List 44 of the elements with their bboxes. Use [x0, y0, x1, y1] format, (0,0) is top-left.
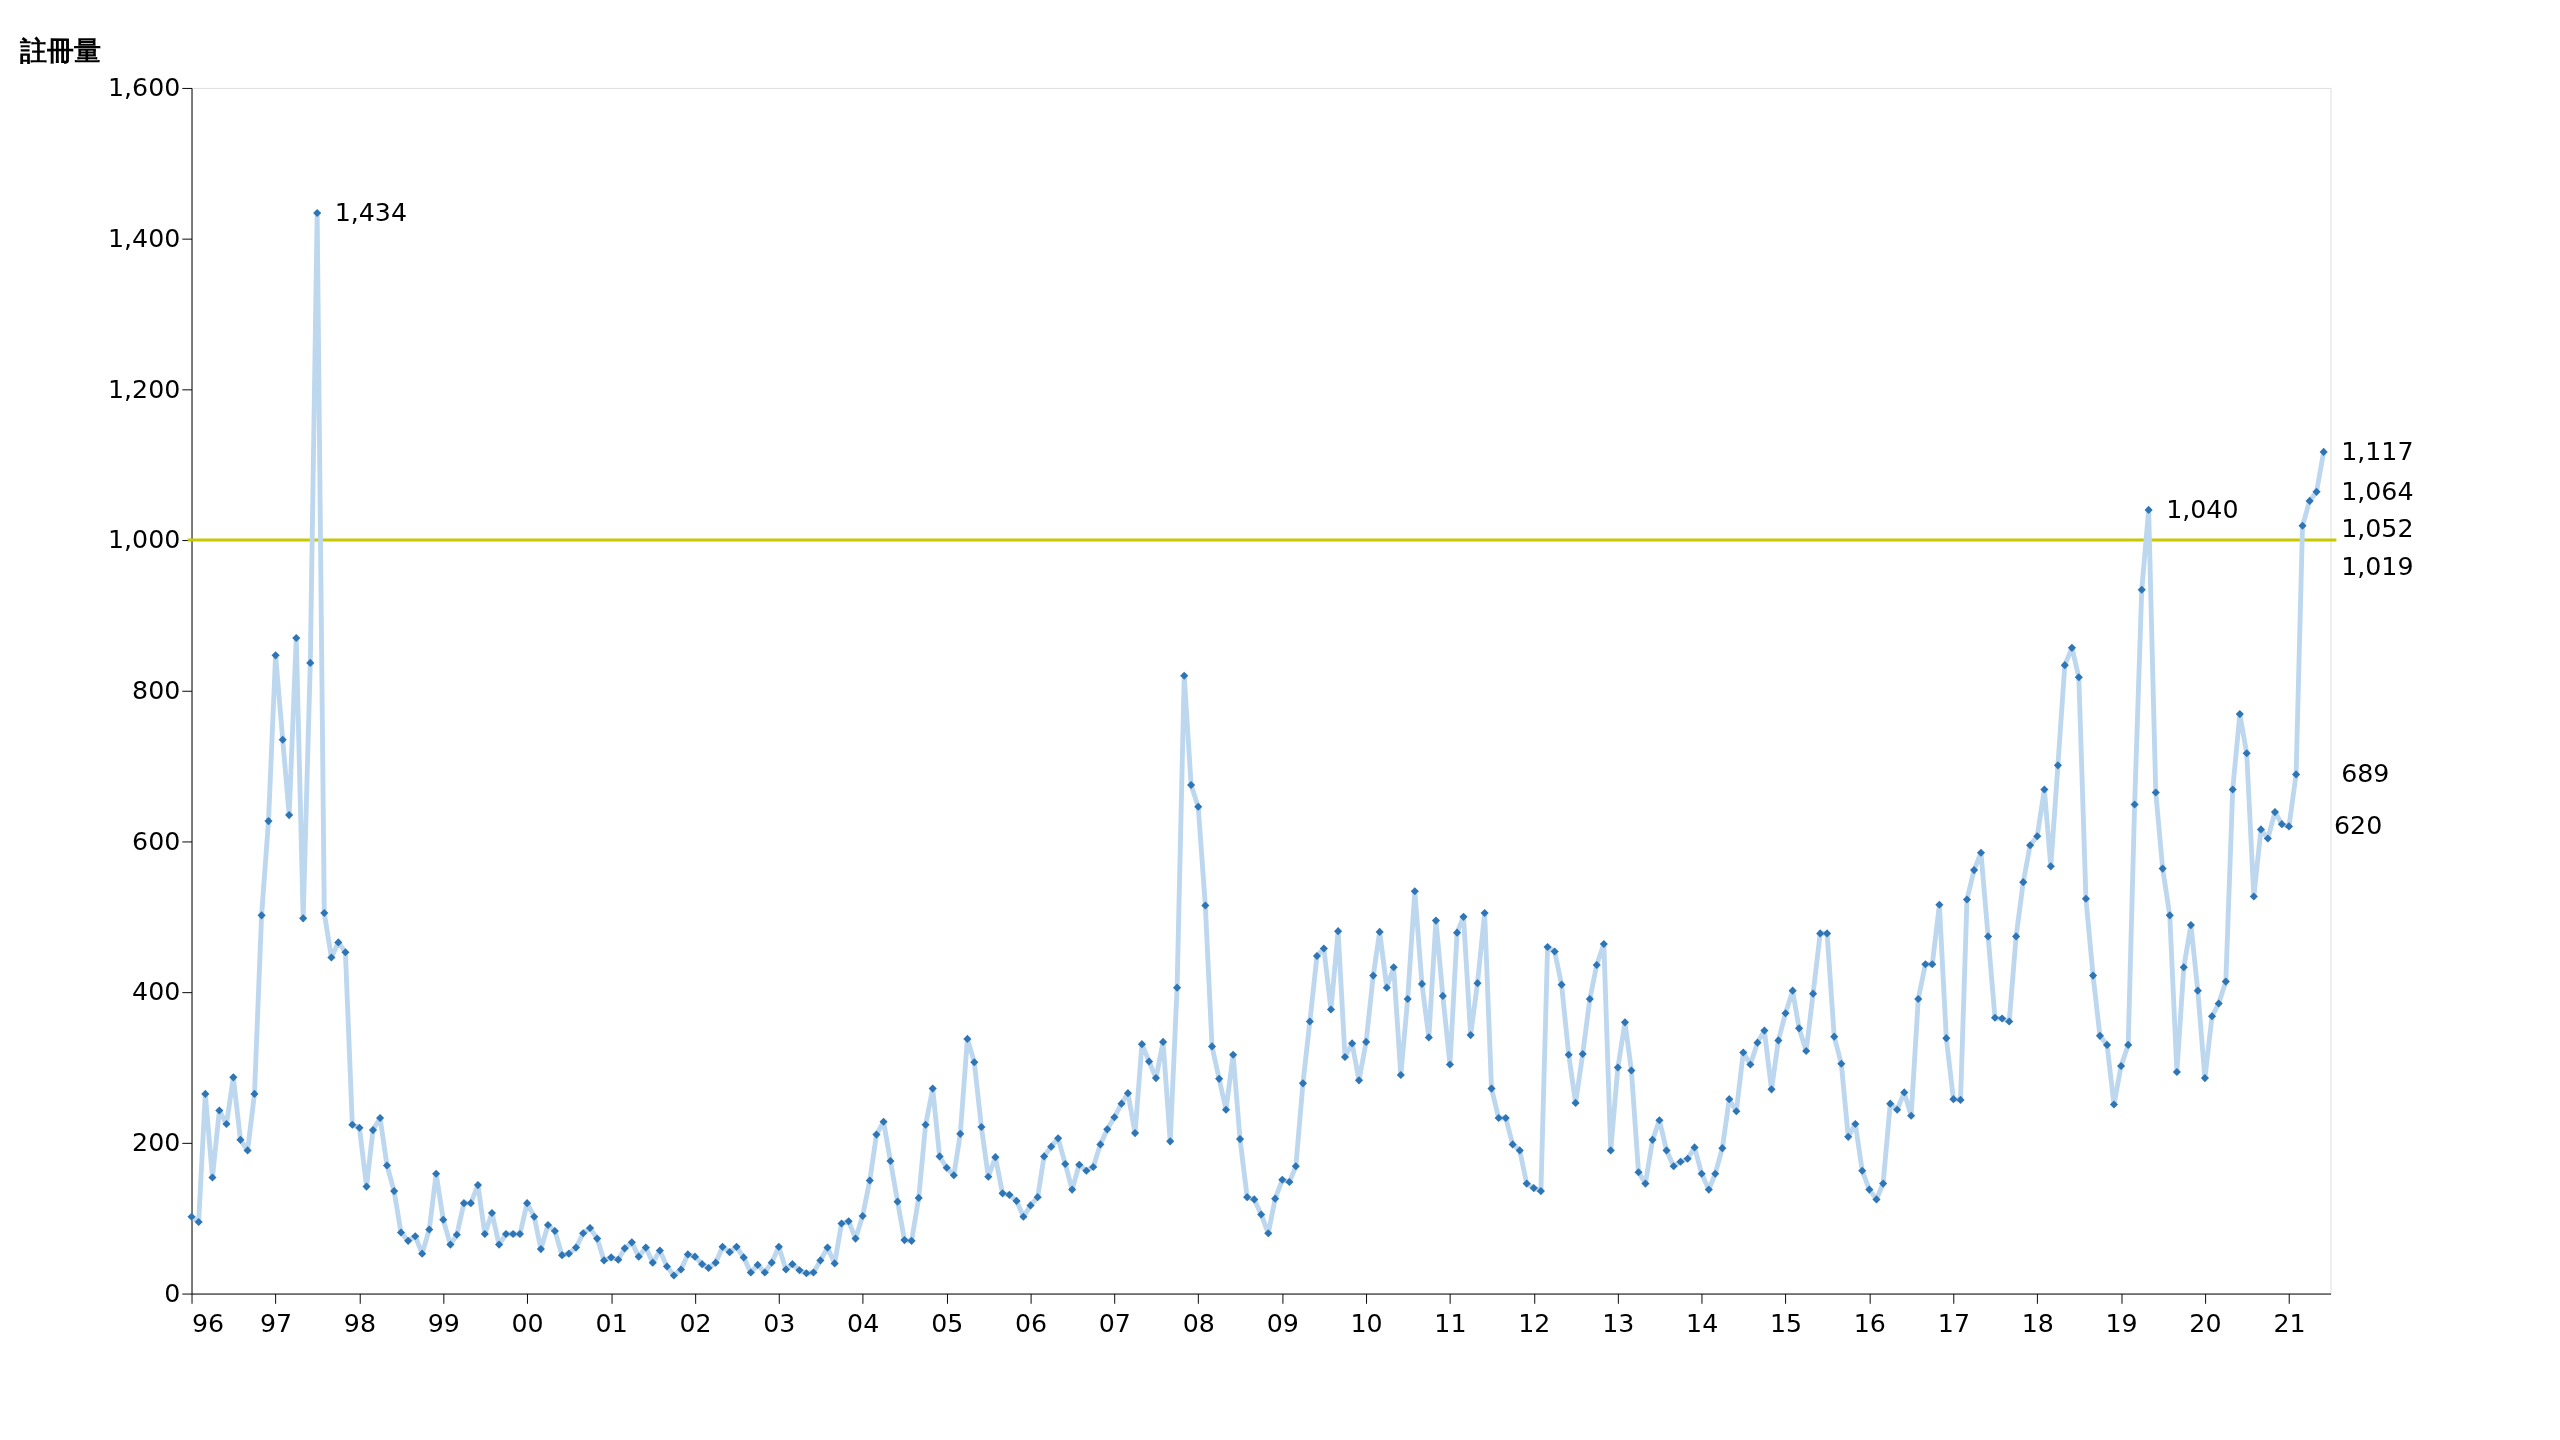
y-tick-label: 600 [132, 826, 181, 856]
annotation: 1,117 [2341, 436, 2414, 466]
y-tick-label: 1,600 [108, 73, 181, 103]
annotation: 1,434 [334, 197, 408, 227]
x-tick-label: 07 [1098, 1308, 1131, 1338]
y-tick-label: 800 [132, 676, 181, 706]
annotation: 1,019 [2341, 551, 2414, 581]
x-tick-label: 96 [192, 1308, 225, 1338]
x-tick-label: 20 [2189, 1308, 2222, 1338]
y-tick-label: 1,400 [108, 223, 181, 253]
y-tick-label: 200 [132, 1128, 181, 1158]
x-tick-label: 03 [763, 1308, 796, 1338]
annotation: 1,040 [2166, 494, 2239, 524]
annotation: 689 [2341, 759, 2390, 789]
x-tick-label: 00 [511, 1308, 544, 1338]
y-tick-label: 400 [132, 977, 181, 1007]
x-tick-label: 08 [1182, 1308, 1215, 1338]
annotation: 620 [2334, 811, 2383, 841]
x-tick-label: 11 [1434, 1308, 1467, 1338]
x-tick-label: 97 [260, 1308, 293, 1338]
y-axis-title: 註冊量 [19, 34, 101, 66]
x-tick-label: 16 [1853, 1308, 1886, 1338]
x-tick-label: 98 [343, 1308, 376, 1338]
x-tick-label: 13 [1602, 1308, 1635, 1338]
x-tick-label: 18 [2021, 1308, 2054, 1338]
x-tick-label: 99 [427, 1308, 460, 1338]
annotation: 1,064 [2341, 476, 2414, 506]
x-tick-label: 21 [2273, 1308, 2306, 1338]
y-tick-label: 1,200 [108, 374, 181, 404]
annotation: 1,052 [2341, 514, 2414, 544]
x-tick-label: 12 [1518, 1308, 1551, 1338]
x-tick-label: 09 [1266, 1308, 1299, 1338]
x-tick-label: 14 [1686, 1308, 1719, 1338]
y-tick-label: 0 [164, 1278, 181, 1308]
x-tick-label: 01 [595, 1308, 628, 1338]
x-tick-label: 19 [2105, 1308, 2138, 1338]
x-tick-label: 15 [1769, 1308, 1803, 1338]
x-tick-label: 10 [1350, 1308, 1383, 1338]
x-tick-label: 04 [847, 1308, 880, 1338]
x-tick-label: 17 [1937, 1308, 1970, 1338]
x-tick-label: 06 [1014, 1308, 1048, 1338]
x-tick-label: 02 [679, 1308, 712, 1338]
x-tick-label: 05 [931, 1308, 964, 1338]
y-tick-label: 1,000 [108, 525, 181, 555]
